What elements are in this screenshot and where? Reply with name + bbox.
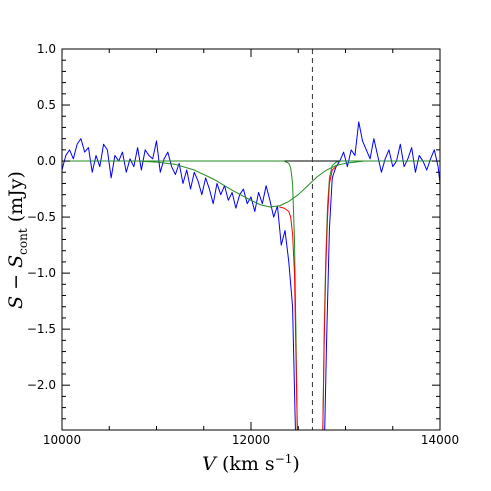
plot-frame xyxy=(61,48,441,431)
series-layer xyxy=(62,121,440,430)
y-tick-label: 0.5 xyxy=(37,98,56,112)
series-line-2 xyxy=(62,160,440,208)
series-line-1 xyxy=(62,121,440,430)
y-tick-label: −0.5 xyxy=(27,210,56,224)
y-tick-label: −1.0 xyxy=(27,266,56,280)
reference-lines xyxy=(62,49,440,430)
x-axis-label: V (km s−1) xyxy=(202,452,300,475)
axis-ticks: 10000 12000 14000 1.0 0.5 0.0 −0.5 −1.0 −1.5 −2.0 xyxy=(27,42,459,447)
y-tick-label: −2.0 xyxy=(27,378,56,392)
y-axis-label: S − Scont (mJy) xyxy=(5,171,30,309)
y-tick-label: −1.5 xyxy=(27,322,56,336)
series-line-3 xyxy=(62,160,440,430)
y-tick-label: 0.0 xyxy=(37,154,56,168)
x-tick-label: 12000 xyxy=(232,433,270,447)
series-line-4 xyxy=(279,166,337,430)
x-tick-label: 10000 xyxy=(43,433,81,447)
y-tick-label: 1.0 xyxy=(37,42,56,56)
x-tick-label: 14000 xyxy=(421,433,459,447)
